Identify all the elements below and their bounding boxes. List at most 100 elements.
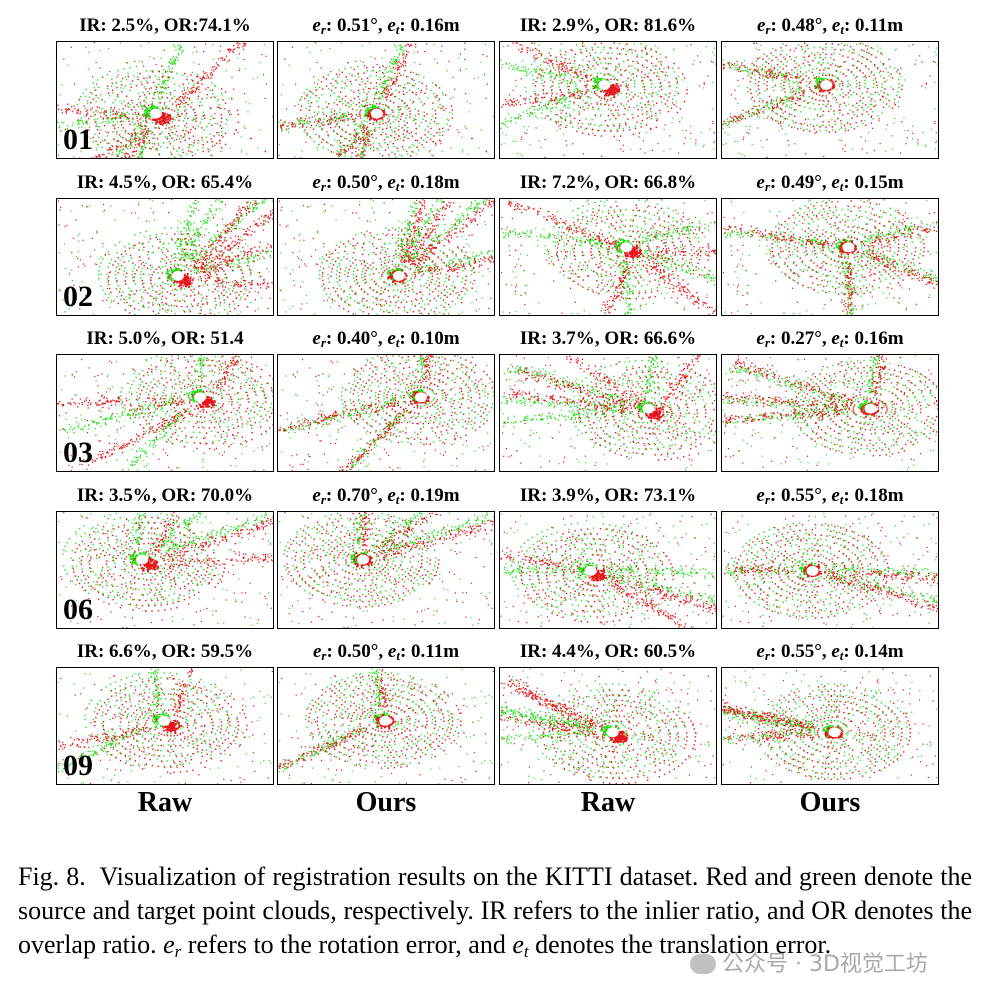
inlier-ratio: IR: 3.5%: [77, 485, 152, 506]
point-cloud-scatter: [500, 512, 716, 628]
point-cloud-panel: [721, 198, 939, 316]
caption-sentence: Visualization of registration results on…: [18, 862, 972, 959]
wechat-icon: [690, 954, 716, 974]
point-cloud-scatter: [722, 199, 938, 315]
overlap-ratio: OR: 70.0%: [161, 485, 253, 506]
panel-metric-caption: er: 0.50°, et: 0.11m: [275, 641, 497, 663]
point-cloud-panel: [277, 354, 495, 472]
rotation-error: 0.70°: [337, 485, 378, 506]
point-cloud-scatter: [500, 355, 716, 471]
rotation-error: 0.50°: [337, 172, 378, 193]
column-header-raw: Raw: [497, 787, 719, 819]
point-cloud-scatter: [722, 355, 938, 471]
point-cloud-scatter: [279, 512, 494, 628]
sequence-label: 03: [63, 437, 93, 469]
inlier-ratio: IR: 4.5%: [77, 172, 152, 193]
sequence-label: 01: [63, 124, 93, 156]
point-cloud-scatter: [57, 42, 273, 158]
panel-metric-caption: er: 0.27°, et: 0.16m: [719, 328, 941, 350]
overlap-ratio: OR:74.1%: [164, 15, 251, 36]
column-header-ours: Ours: [275, 787, 497, 819]
point-cloud-panel: [499, 198, 717, 316]
er-symbol: er: [163, 930, 181, 960]
panel-metric-caption: IR: 7.2%, OR: 66.8%: [497, 172, 719, 194]
point-cloud-scatter: [278, 199, 494, 315]
point-cloud-panel: [721, 354, 939, 472]
translation-error: 0.16m: [411, 15, 460, 36]
overlap-ratio: OR: 65.4%: [161, 172, 253, 193]
panel-metric-caption: IR: 2.5%, OR:74.1%: [54, 15, 276, 37]
rotation-error: 0.48°: [782, 15, 823, 36]
panel-metric-caption: IR: 5.0%, OR: 51.4: [54, 328, 276, 350]
panel-metric-caption: IR: 3.7%, OR: 66.6%: [497, 328, 719, 350]
panel-metric-caption: IR: 6.6%, OR: 59.5%: [54, 641, 276, 663]
point-cloud-panel: [721, 511, 939, 629]
translation-error: 0.19m: [411, 485, 460, 506]
figure-caption: Fig. 8. Visualization of registration re…: [18, 860, 972, 962]
point-cloud-scatter: [57, 668, 273, 784]
point-cloud-panel: [277, 667, 495, 785]
rotation-error: 0.55°: [781, 485, 822, 506]
translation-error: 0.11m: [411, 641, 459, 662]
panel-metric-caption: er: 0.51°, et: 0.16m: [275, 15, 497, 37]
panel-metric-caption: er: 0.70°, et: 0.19m: [275, 485, 497, 507]
overlap-ratio: OR: 51.4: [171, 328, 244, 349]
panel-metric-caption: er: 0.48°, et: 0.11m: [719, 15, 941, 37]
point-cloud-scatter: [722, 668, 938, 784]
point-cloud-panel: [499, 667, 717, 785]
inlier-ratio: IR: 5.0%: [86, 328, 161, 349]
rotation-error: 0.40°: [337, 328, 378, 349]
inlier-ratio: IR: 7.2%: [520, 172, 595, 193]
overlap-ratio: OR: 60.5%: [604, 641, 696, 662]
overlap-ratio: OR: 73.1%: [604, 485, 696, 506]
point-cloud-panel: 02: [56, 198, 274, 316]
point-cloud-scatter: [57, 199, 273, 315]
caption-er-text: refers to the rotation error, and: [188, 930, 506, 959]
point-cloud-scatter: [278, 42, 494, 158]
inlier-ratio: IR: 3.7%: [520, 328, 595, 349]
point-cloud-scatter: [278, 668, 494, 784]
point-cloud-scatter: [500, 668, 716, 784]
rotation-error: 0.49°: [781, 172, 822, 193]
inlier-ratio: IR: 2.5%: [79, 15, 154, 36]
point-cloud-panel: [499, 511, 717, 629]
point-cloud-panel: [721, 41, 939, 159]
translation-error: 0.18m: [411, 172, 460, 193]
inlier-ratio: IR: 2.9%: [520, 15, 595, 36]
panel-metric-caption: er: 0.49°, et: 0.15m: [719, 172, 941, 194]
point-cloud-panel: 09: [56, 667, 274, 785]
overlap-ratio: OR: 66.8%: [604, 172, 696, 193]
panel-metric-caption: er: 0.55°, et: 0.18m: [719, 485, 941, 507]
overlap-ratio: OR: 81.6%: [604, 15, 696, 36]
translation-error: 0.16m: [855, 328, 904, 349]
sequence-label: 09: [63, 750, 93, 782]
inlier-ratio: IR: 6.6%: [77, 641, 152, 662]
et-symbol: et: [512, 930, 528, 960]
watermark: 公众号 · 3D视觉工坊: [690, 950, 928, 980]
point-cloud-scatter: [722, 42, 938, 158]
inlier-ratio: IR: 4.4%: [520, 641, 595, 662]
point-cloud-panel: 03: [56, 354, 274, 472]
point-cloud-panel: [499, 41, 717, 159]
panel-metric-caption: IR: 3.9%, OR: 73.1%: [497, 485, 719, 507]
translation-error: 0.11m: [855, 15, 903, 36]
point-cloud-scatter: [500, 199, 716, 315]
panel-metric-caption: IR: 4.5%, OR: 65.4%: [54, 172, 276, 194]
sequence-label: 02: [63, 281, 93, 313]
panel-metric-caption: IR: 2.9%, OR: 81.6%: [497, 15, 719, 37]
translation-error: 0.18m: [855, 485, 904, 506]
translation-error: 0.14m: [855, 641, 904, 662]
translation-error: 0.10m: [411, 328, 460, 349]
point-cloud-panel: [277, 511, 495, 629]
point-cloud-panel: 01: [56, 41, 274, 159]
panel-metric-caption: er: 0.40°, et: 0.10m: [275, 328, 497, 350]
point-cloud-scatter: [500, 42, 716, 158]
panel-metric-caption: er: 0.55°, et: 0.14m: [719, 641, 941, 663]
panel-metric-caption: IR: 4.4%, OR: 60.5%: [497, 641, 719, 663]
point-cloud-scatter: [57, 355, 273, 471]
caption-et-text: denotes the translation error.: [535, 930, 831, 959]
point-cloud-panel: [277, 198, 495, 316]
point-cloud-panel: [499, 354, 717, 472]
overlap-ratio: OR: 66.6%: [604, 328, 696, 349]
figure-grid: IR: 2.5%, OR:74.1% 01 er: 0.51°, et: 0.16m…: [54, 15, 941, 819]
